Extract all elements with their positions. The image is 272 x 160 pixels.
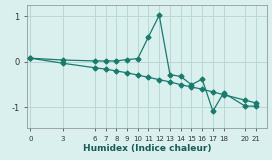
X-axis label: Humidex (Indice chaleur): Humidex (Indice chaleur) (83, 144, 211, 153)
